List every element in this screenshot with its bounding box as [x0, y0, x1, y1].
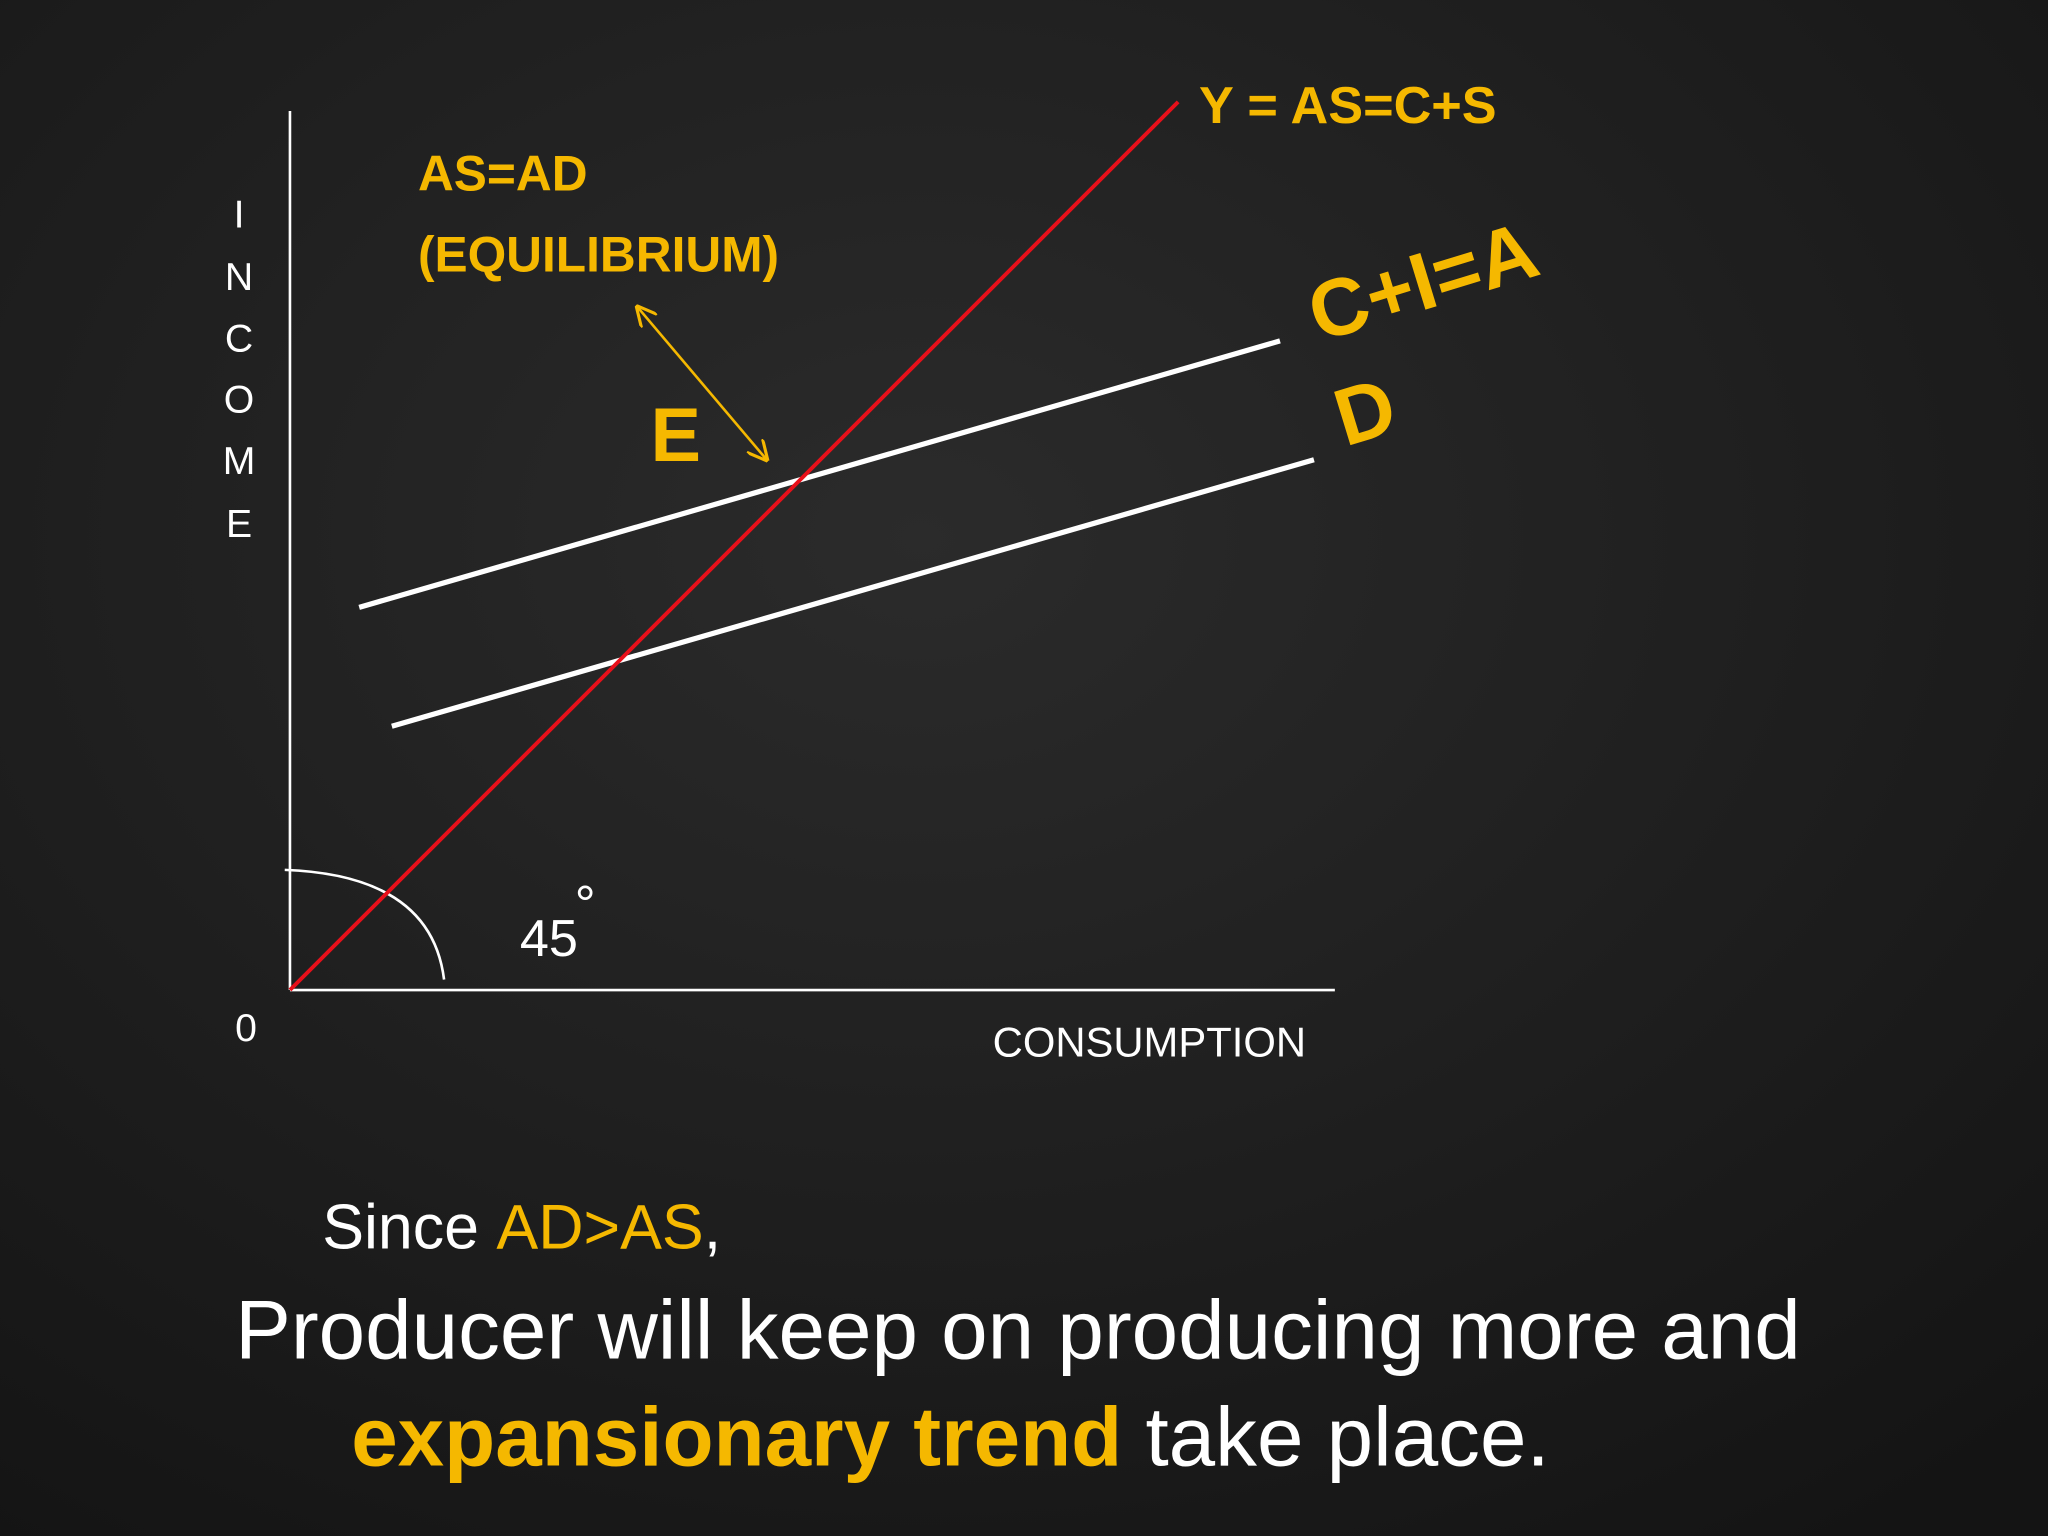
y-axis-label: I N C O M E — [223, 193, 256, 546]
angle-arc — [284, 868, 446, 980]
y-axis-letter: E — [226, 503, 252, 546]
caption-text: Since — [322, 1193, 496, 1263]
caption-text: , — [704, 1193, 721, 1263]
y-axis-letter: I — [234, 193, 245, 236]
caption-highlight: AD>AS — [496, 1193, 703, 1263]
angle-unit: ° — [575, 876, 596, 934]
supply-line — [288, 100, 1180, 992]
y-axis-letter: C — [225, 317, 253, 360]
angle-label: 45 — [520, 910, 578, 968]
x-axis-label: CONSUMPTION — [993, 1019, 1306, 1066]
origin-label: 0 — [235, 1007, 257, 1050]
equilibrium-label: (EQUILIBRIUM) — [418, 227, 779, 283]
y-axis-letter: N — [225, 256, 253, 299]
supply-line-label: Y = AS=C+S — [1199, 77, 1497, 135]
caption-text: take place. — [1122, 1389, 1549, 1483]
caption-line: Since AD>AS, — [235, 1193, 773, 1263]
aggregate-demand-line-lower — [391, 457, 1315, 729]
caption-line: Producer will keep on producing more and — [235, 1282, 1801, 1376]
y-axis-letter: M — [223, 440, 256, 483]
equilibrium-point-label: E — [650, 393, 701, 478]
caption-line: expansionary trend take place. — [235, 1389, 1619, 1483]
equilibrium-arrow — [637, 307, 766, 460]
equilibrium-label: AS=AD — [418, 146, 588, 202]
aggregate-demand-line-upper — [358, 338, 1281, 610]
caption-highlight: expansionary trend — [351, 1389, 1122, 1483]
y-axis-letter: O — [224, 379, 254, 422]
